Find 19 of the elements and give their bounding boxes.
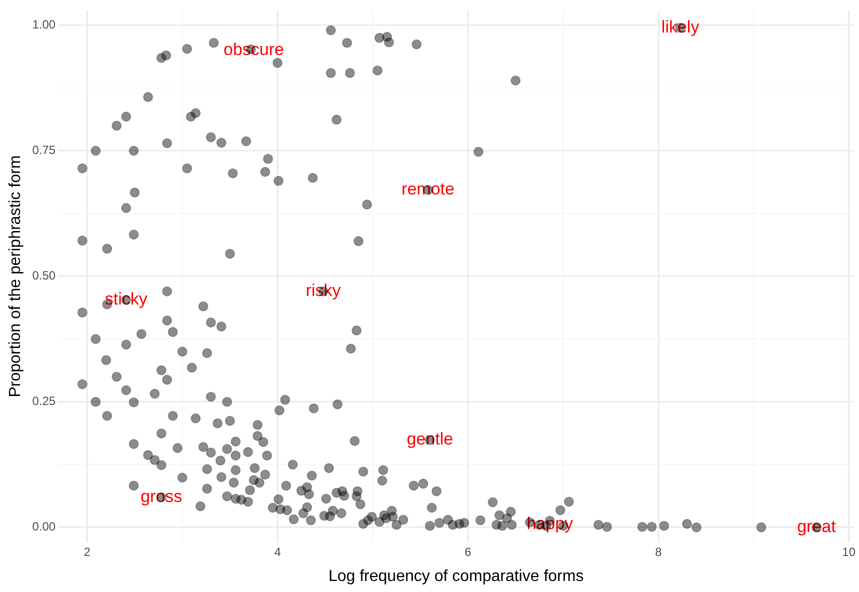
annotation: great xyxy=(797,517,836,536)
annotation: gross xyxy=(140,486,182,506)
y-tick-label: 0.50 xyxy=(32,268,56,283)
x-axis-title: Log frequency of comparative forms xyxy=(328,568,584,585)
y-tick-label: 0.25 xyxy=(32,394,56,408)
x-tick-label: 2 xyxy=(84,544,91,559)
x-tick-label: 8 xyxy=(655,544,662,559)
annotation: risky xyxy=(306,281,342,300)
y-tick-label: 1.00 xyxy=(32,18,56,32)
annotation: obscure xyxy=(224,40,284,60)
annotation: likely xyxy=(661,17,700,36)
y-tick-label: 0.00 xyxy=(32,520,56,534)
y-tick-label: 0.75 xyxy=(32,143,56,158)
x-tick-label: 10 xyxy=(842,544,856,559)
x-tick-label: 4 xyxy=(274,544,282,559)
annotation: remote xyxy=(402,180,454,199)
y-axis-title: Proportion of the periphrastic form xyxy=(7,155,24,398)
x-tick-label: 6 xyxy=(464,544,472,559)
annotation: gentle xyxy=(406,430,454,449)
